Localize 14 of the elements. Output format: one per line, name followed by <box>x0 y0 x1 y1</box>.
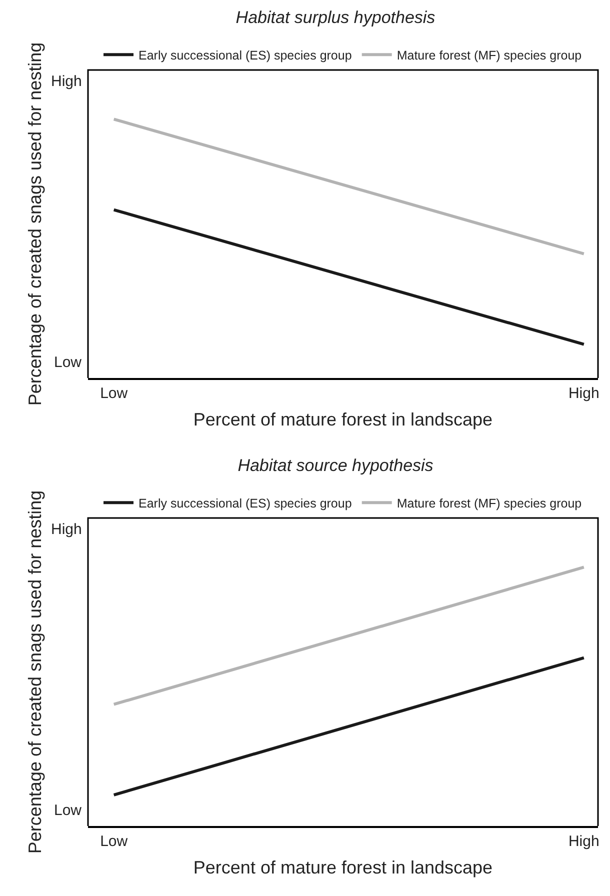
y-axis-title: Percentage of created snags used for nesting <box>25 42 46 406</box>
annotation: Low <box>54 802 82 819</box>
legend-label: Mature forest (MF) species group <box>396 48 582 62</box>
x-axis-title: Percent of mature forest in landscape <box>193 409 493 430</box>
legend-label: Early successional (ES) species group <box>138 496 352 510</box>
legend-label: Early successional (ES) species group <box>138 48 352 62</box>
chart-title: Habitat source hypothesis <box>238 456 434 476</box>
text: High <box>51 73 82 90</box>
text: High <box>51 521 82 538</box>
x-axis-title: Percent of mature forest in landscape <box>193 857 493 878</box>
chart-title: Habitat surplus hypothesis <box>236 8 436 28</box>
y-axis-title: Percentage of created snags used for nesting <box>25 490 46 854</box>
annotation: Low <box>54 354 82 371</box>
legend-label: Mature forest (MF) species group <box>396 496 582 510</box>
